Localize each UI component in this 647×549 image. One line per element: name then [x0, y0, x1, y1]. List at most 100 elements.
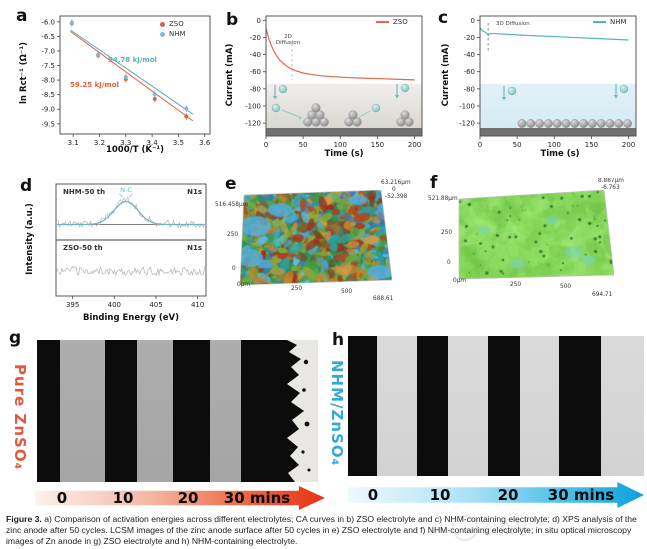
panel-b-label: b: [226, 10, 239, 30]
lcsm-surface-nhm: [456, 190, 614, 282]
zn-ion-icon: [271, 103, 281, 113]
tick-label: 410: [191, 301, 204, 309]
lcsm-surface-zso: [240, 190, 392, 285]
electrolyte-inset: [266, 83, 422, 136]
down-arrow-icon: [501, 97, 507, 101]
tick-label: 405: [149, 301, 162, 309]
tick-label: 395: [66, 301, 79, 309]
time-30: 30 mins: [223, 489, 291, 507]
dendritic-edge: [241, 340, 311, 482]
tick-label: -120: [245, 120, 261, 128]
zso-line-icon: [376, 21, 389, 23]
panel-c-xlabel: Time (s): [540, 149, 580, 159]
panel-a-label: a: [16, 6, 28, 26]
microscopy-strip-nhm: [348, 336, 644, 476]
tick-label: -8.0: [41, 77, 55, 85]
zn-ion-icon: [507, 86, 517, 96]
zn-atom-icon: [315, 110, 325, 120]
tick-label: -7.5: [41, 62, 55, 70]
legend-nhm: NHM: [169, 30, 186, 38]
zn-atom-icon: [579, 119, 588, 128]
tick-label: -6.0: [41, 18, 55, 26]
e-xmid: 250: [291, 286, 303, 292]
zso-marker-icon: [160, 21, 165, 27]
tick-label: -40: [464, 51, 475, 59]
e-ymid: 250: [227, 232, 239, 238]
zn-atom-icon: [623, 119, 632, 128]
tick-label: 150: [585, 141, 598, 149]
zn-atom-icon: [596, 119, 606, 128]
panel-a-legend: ZSO NHM: [160, 20, 186, 38]
panel-d-ylabel: Intensity (a.u.): [25, 203, 35, 275]
frame-30min-background: [241, 340, 318, 482]
zn-atom-icon: [544, 119, 553, 128]
tick-label: 50: [513, 141, 522, 149]
tick-label: -20: [464, 34, 475, 42]
e-xmin: 0μm: [237, 282, 251, 288]
panel-b-ca-zso: b 0 50 100 150 200 0 -20 -40 -60 -80 -100 -120 Time…: [216, 4, 428, 168]
zn-atom-icon: [517, 119, 527, 128]
caption-label: Figure 3.: [6, 514, 42, 524]
panel-b-xlabel: Time (s): [324, 149, 364, 159]
zn-ion-icon: [371, 103, 381, 113]
panel-h-optical-nhm: h NHM/ZnSO₄ 0 10 20 30 mins: [328, 330, 646, 512]
panel-f-lcsm-nhm: f 521.88μm 250 0 0μm 250 500 694.71 8.88…: [428, 170, 646, 330]
time-20: 20: [497, 486, 519, 504]
electrode-bar: [266, 128, 422, 136]
zn-atom-icon: [352, 117, 362, 127]
zn-atom-icon: [570, 119, 580, 128]
tick-label: 150: [371, 141, 384, 149]
tick-label: -6.5: [41, 33, 55, 41]
zn-atom-icon: [605, 119, 615, 128]
tick-label: 200: [622, 141, 635, 149]
activation-energy-nhm: 54.78 kJ/mol: [108, 56, 157, 64]
panel-c-chart: 0 50 100 150 200 0 -20 -40 -60 -80 -100 -120: [459, 15, 637, 149]
f-xmin: 0μm: [453, 278, 467, 284]
panel-a-xlabel: 1000/T (K⁻¹): [105, 145, 165, 155]
tick-label: 0: [257, 17, 261, 25]
tick-label: -60: [464, 68, 475, 76]
zn-electrode-edge: [173, 340, 210, 482]
zn-atom-icon: [552, 119, 562, 128]
panel-b-ylabel: Current (mA): [225, 43, 235, 107]
tick-label: 0: [478, 141, 482, 149]
zn-atom-icon: [348, 110, 358, 120]
tick-label: -9.5: [41, 120, 55, 128]
panel-d-xps: d 395 400 405 410 Binding Energy (eV) Inten…: [8, 170, 214, 330]
activation-energy-zso: 59.25 kJ/mol: [70, 81, 119, 89]
panel-e-lcsm-zso: e 516.458μm 250 0 0μm 250 500 688.61 63.…: [215, 170, 428, 330]
zn-electrode-edge: [559, 336, 601, 476]
tick-label: 3.1: [68, 139, 79, 147]
tick-label: -9.0: [41, 106, 55, 114]
tick-label: -40: [250, 51, 261, 59]
f-ymax: 521.88μm: [428, 196, 458, 202]
e-ymin: 0: [232, 266, 236, 272]
electrode-bar: [480, 128, 636, 136]
nhm-line-icon: [593, 21, 606, 23]
tick-label: 100: [548, 141, 561, 149]
time-0: 0: [367, 486, 379, 504]
f-zmax: 8.887μm: [598, 178, 624, 184]
tick-label: -80: [250, 85, 261, 93]
surface-outline: [458, 190, 614, 280]
diffusion-annotation-2d: 2D Diffusion: [275, 34, 301, 46]
zn-atom-icon: [561, 119, 571, 128]
tick-label: -7.0: [41, 47, 55, 55]
zn-electrode-edge: [488, 336, 520, 476]
panel-a-chart: 3.1 3.2 3.3 3.4 3.5 3.6 -6.0 -6.5 -7.0 -7.5 -8.0 -8…: [41, 15, 211, 147]
e-zmid: 0: [392, 187, 396, 193]
time-20: 20: [177, 489, 199, 507]
zn-electrode-edge: [37, 340, 60, 482]
f-zmin: -6.763: [601, 185, 620, 191]
species-n1s-bottom: N1s: [187, 244, 202, 252]
panel-e-label: e: [225, 174, 237, 194]
side-label-pure-znso4: Pure ZnSO₄: [11, 364, 29, 471]
tick-label: 100: [334, 141, 347, 149]
zn-atom-icon: [535, 119, 544, 128]
peak-label-nc: N-C: [120, 186, 132, 194]
down-arrow-icon: [272, 96, 278, 100]
tick-label: 3.2: [94, 139, 105, 147]
tick-label: 0: [264, 141, 268, 149]
panel-f-label: f: [430, 173, 438, 193]
